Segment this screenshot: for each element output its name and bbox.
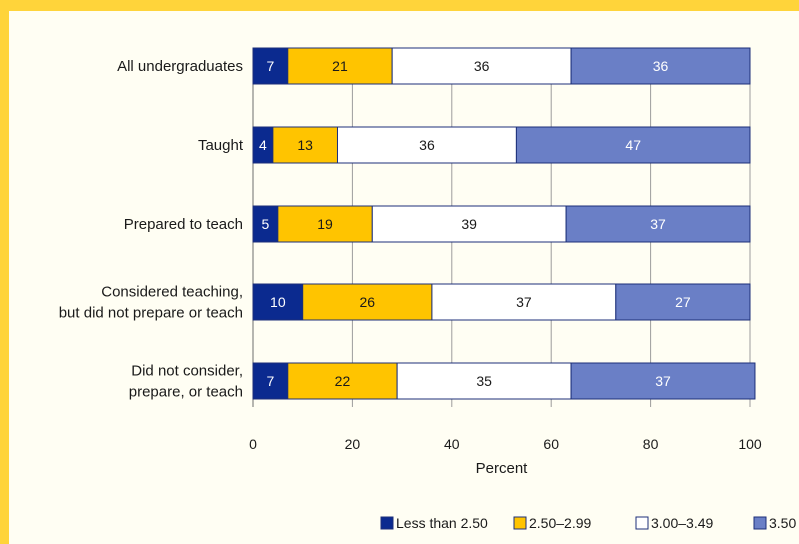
x-tick-labels: 0 20 40 60 80 100 [249, 436, 762, 452]
data-label: 26 [360, 294, 376, 310]
data-label: 36 [653, 58, 669, 74]
bar-segment [615, 283, 751, 321]
data-label: 37 [650, 216, 666, 232]
data-label: 7 [266, 58, 274, 74]
legend-swatch [380, 516, 394, 530]
legend-label: 3.00–3.49 [651, 515, 713, 531]
bar-segment [252, 362, 289, 400]
category-label: Considered teaching, [101, 284, 243, 301]
category-label: Did not consider, [131, 363, 243, 380]
data-label: 39 [461, 216, 477, 232]
bar-segment [287, 47, 393, 85]
legend-label: 2.50–2.99 [529, 515, 591, 531]
bar-segment [396, 362, 572, 400]
category-labels: All undergraduates Taught Prepared to teac… [59, 58, 244, 401]
bar-segment [272, 126, 338, 164]
bar-segment [302, 283, 433, 321]
category-label: Prepared to teach [124, 216, 243, 233]
bars: 7 21 36 36 4 13 36 47 5 19 39 37 10 26 37 27 7 22 35 37 [252, 47, 756, 400]
x-tick-label: 40 [444, 436, 460, 452]
data-label: 36 [419, 137, 435, 153]
bar-segment [431, 283, 617, 321]
data-label: 37 [655, 373, 671, 389]
data-label: 5 [262, 216, 270, 232]
chart-frame [9, 11, 799, 544]
x-tick-label: 20 [345, 436, 361, 452]
category-label: but did not prepare or teach [59, 305, 243, 322]
legend-swatch [635, 516, 649, 530]
data-label: 36 [474, 58, 490, 74]
category-label: prepare, or teach [129, 384, 243, 401]
data-label: 19 [317, 216, 333, 232]
data-label: 37 [516, 294, 532, 310]
data-label: 13 [297, 137, 313, 153]
data-label: 21 [332, 58, 348, 74]
bar-segment [277, 205, 373, 243]
bar-segment [391, 47, 572, 85]
data-label: 27 [675, 294, 691, 310]
data-label: 4 [259, 137, 267, 153]
data-label: 22 [335, 373, 351, 389]
legend-label: Less than 2.50 [396, 515, 488, 531]
x-tick-label: 60 [543, 436, 559, 452]
legend-label: 3.50 or higher [769, 515, 799, 531]
bar-segment [565, 205, 751, 243]
bar-segment [287, 362, 398, 400]
x-tick-label: 0 [249, 436, 257, 452]
legend: Less than 2.50 2.50–2.99 3.00–3.49 3.50 or … [380, 515, 799, 531]
bar-segment [336, 126, 517, 164]
bar-segment [570, 362, 756, 400]
data-label: 10 [270, 294, 286, 310]
x-tick-label: 100 [738, 436, 762, 452]
bar-segment [515, 126, 751, 164]
legend-swatch [753, 516, 767, 530]
data-label: 7 [266, 373, 274, 389]
bar-segment [570, 47, 751, 85]
legend-swatch [513, 516, 527, 530]
x-axis-title: Percent [476, 460, 529, 477]
data-label: 47 [625, 137, 641, 153]
category-label: All undergraduates [117, 58, 243, 75]
x-tick-label: 80 [643, 436, 659, 452]
data-label: 35 [476, 373, 492, 389]
bar-segment [371, 205, 567, 243]
category-label: Taught [198, 137, 244, 154]
